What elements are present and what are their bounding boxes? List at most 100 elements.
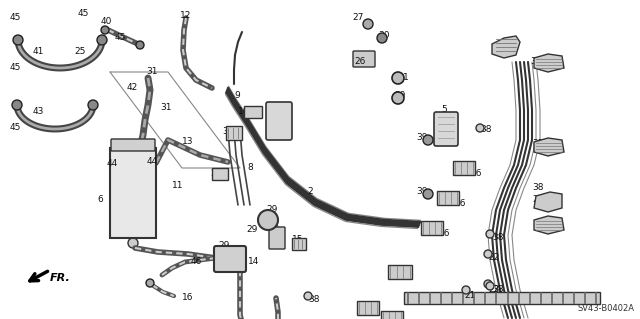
Text: 26: 26 — [355, 57, 365, 66]
Circle shape — [462, 286, 470, 294]
Text: 35: 35 — [531, 57, 541, 66]
Text: 38: 38 — [480, 125, 492, 135]
Text: 33: 33 — [222, 128, 234, 137]
Text: 1: 1 — [403, 73, 409, 83]
Text: 6: 6 — [97, 196, 103, 204]
Text: 16: 16 — [182, 293, 194, 302]
Circle shape — [97, 35, 107, 45]
FancyBboxPatch shape — [269, 227, 285, 249]
Text: 36: 36 — [438, 229, 450, 239]
Bar — [292, 238, 306, 250]
Circle shape — [146, 279, 154, 287]
Text: 25: 25 — [74, 48, 86, 56]
Text: 38: 38 — [308, 295, 320, 305]
Circle shape — [476, 124, 484, 132]
Text: 27: 27 — [352, 13, 364, 23]
Text: 24: 24 — [494, 48, 506, 56]
Bar — [226, 126, 242, 140]
Text: 45: 45 — [77, 10, 89, 19]
Bar — [244, 106, 262, 118]
Bar — [404, 292, 600, 304]
Circle shape — [101, 26, 109, 34]
Text: 21: 21 — [464, 292, 476, 300]
Bar — [453, 161, 475, 175]
Circle shape — [258, 210, 278, 230]
Text: 40: 40 — [100, 18, 112, 26]
Text: 45: 45 — [10, 123, 20, 132]
Circle shape — [377, 33, 387, 43]
Text: 22: 22 — [488, 254, 500, 263]
Bar — [421, 221, 443, 235]
Text: 44: 44 — [147, 158, 157, 167]
Text: 5: 5 — [441, 106, 447, 115]
Text: 9: 9 — [234, 92, 240, 100]
Text: 31: 31 — [160, 103, 172, 113]
Text: 38: 38 — [492, 286, 504, 294]
Text: 45: 45 — [10, 13, 20, 23]
Text: 13: 13 — [182, 137, 194, 146]
Bar — [212, 168, 228, 180]
Circle shape — [304, 292, 312, 300]
Text: 36: 36 — [454, 199, 466, 209]
Text: 29: 29 — [246, 226, 258, 234]
Circle shape — [392, 72, 404, 84]
Circle shape — [484, 280, 492, 288]
FancyBboxPatch shape — [353, 51, 375, 67]
Text: 36: 36 — [470, 169, 482, 179]
Circle shape — [136, 41, 144, 49]
Text: SV43-B0402A: SV43-B0402A — [577, 304, 634, 313]
Text: 34: 34 — [366, 309, 378, 318]
Text: 11: 11 — [172, 182, 184, 190]
Text: 37: 37 — [396, 273, 408, 283]
Text: 39: 39 — [416, 133, 428, 143]
Text: 41: 41 — [32, 48, 44, 56]
Polygon shape — [534, 216, 564, 234]
Text: 43: 43 — [32, 108, 44, 116]
Text: 30: 30 — [378, 32, 390, 41]
Circle shape — [12, 100, 22, 110]
Text: 15: 15 — [292, 235, 304, 244]
Circle shape — [423, 135, 433, 145]
Text: 38: 38 — [492, 234, 504, 242]
Text: 44: 44 — [106, 160, 118, 168]
Text: 31: 31 — [147, 68, 157, 77]
Circle shape — [486, 230, 494, 238]
Polygon shape — [492, 36, 520, 58]
Bar — [110, 148, 156, 238]
Bar — [388, 265, 412, 279]
FancyBboxPatch shape — [434, 112, 458, 146]
Text: 14: 14 — [248, 257, 260, 266]
FancyBboxPatch shape — [266, 102, 292, 140]
Text: 29: 29 — [266, 205, 278, 214]
Bar — [357, 301, 379, 315]
Text: 8: 8 — [247, 164, 253, 173]
Text: 12: 12 — [180, 11, 192, 20]
Bar — [381, 311, 403, 319]
Circle shape — [88, 100, 98, 110]
Text: 32: 32 — [268, 226, 280, 234]
Text: 38: 38 — [532, 183, 544, 192]
Circle shape — [423, 189, 433, 199]
FancyBboxPatch shape — [111, 139, 155, 151]
Circle shape — [392, 92, 404, 104]
Polygon shape — [534, 54, 564, 72]
Text: 29: 29 — [394, 92, 406, 100]
Text: 39: 39 — [416, 188, 428, 197]
Text: 45: 45 — [10, 63, 20, 72]
Polygon shape — [534, 138, 564, 156]
Text: 23: 23 — [532, 196, 544, 204]
Text: 28: 28 — [211, 169, 221, 179]
Text: 4: 4 — [277, 108, 283, 116]
Text: 29: 29 — [218, 241, 230, 250]
Text: FR.: FR. — [50, 273, 71, 283]
FancyBboxPatch shape — [214, 246, 246, 272]
Polygon shape — [534, 192, 562, 212]
Text: 2: 2 — [307, 188, 313, 197]
Text: 46: 46 — [190, 257, 202, 266]
Circle shape — [484, 250, 492, 258]
Text: 3: 3 — [265, 224, 271, 233]
Circle shape — [128, 238, 138, 248]
Text: 10: 10 — [238, 108, 250, 116]
Bar — [437, 191, 459, 205]
Circle shape — [486, 282, 494, 290]
